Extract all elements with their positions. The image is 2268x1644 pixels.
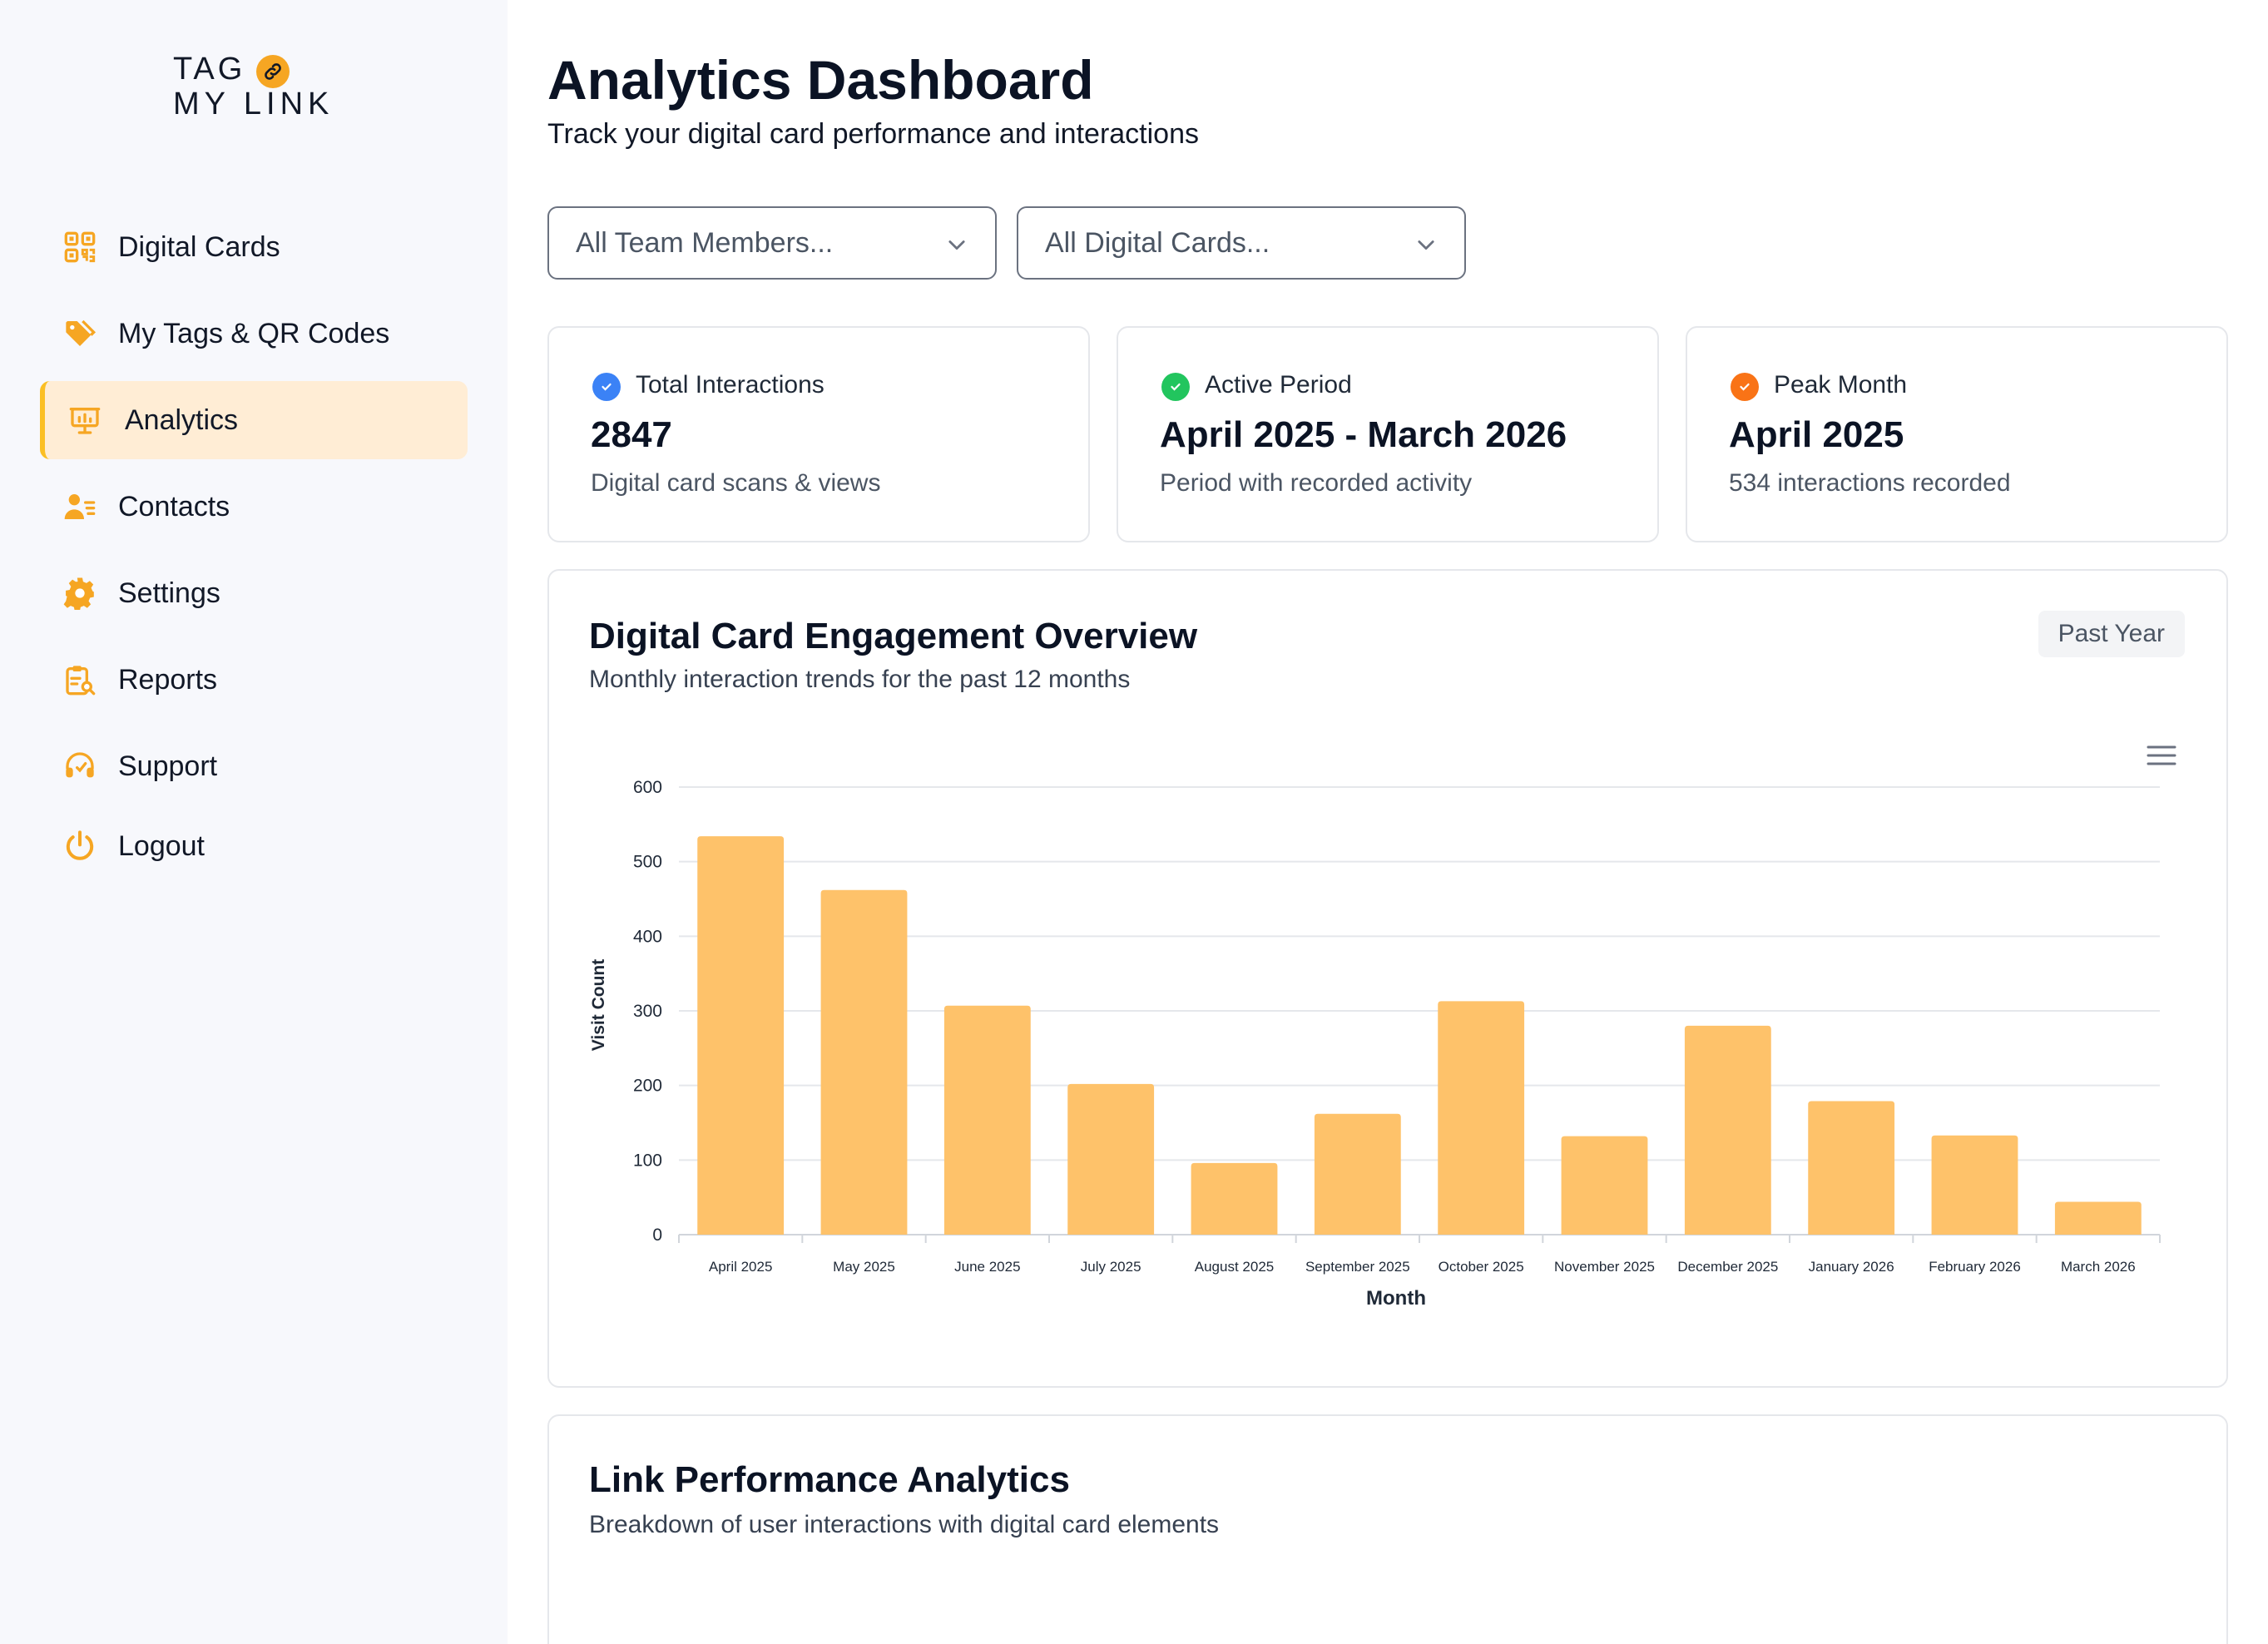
tag-icon <box>66 319 97 346</box>
chart-bar[interactable] <box>697 836 785 1235</box>
x-tick-label: October 2025 <box>1439 1259 1524 1275</box>
sidebar-item-label: My Tags & QR Codes <box>118 317 390 349</box>
sidebar: TAG MY LINK Digital Cards <box>0 0 508 1644</box>
qr-grid-icon <box>64 231 96 263</box>
y-tick-label: 0 <box>652 1226 662 1245</box>
engagement-title: Digital Card Engagement Overview <box>589 616 1198 656</box>
x-tick-label: February 2026 <box>1929 1259 2021 1275</box>
stat-value: 2847 <box>591 414 672 455</box>
main-content: Analytics Dashboard Track your digital c… <box>508 0 2268 1644</box>
headset-icon <box>66 752 94 778</box>
chart-bar[interactable] <box>1931 1135 2018 1235</box>
page-title: Analytics Dashboard <box>547 49 1094 111</box>
team-members-select-value: All Team Members... <box>576 226 834 259</box>
sidebar-item-analytics[interactable]: Analytics <box>40 381 468 459</box>
x-tick-label: September 2025 <box>1305 1259 1410 1275</box>
stat-card-active-period: Active Period April 2025 - March 2026 Pe… <box>1117 326 1659 542</box>
presentation-chart-icon <box>69 408 101 434</box>
y-tick-label: 200 <box>633 1077 662 1096</box>
brand-logo[interactable]: TAG MY LINK <box>173 52 339 121</box>
link-performance-card: Link Performance Analytics Breakdown of … <box>547 1414 2228 1644</box>
engagement-subtitle: Monthly interaction trends for the past … <box>589 666 1131 693</box>
stat-label: Total Interactions <box>636 371 825 399</box>
y-tick-label: 400 <box>633 927 662 946</box>
sidebar-item-label: Digital Cards <box>118 230 280 263</box>
check-circle-icon <box>1161 373 1190 401</box>
engagement-bar-chart: 0 100 200 300 400 500 600 April 2025 May 2025 Ju… <box>589 778 2161 1310</box>
chevron-down-icon <box>948 240 965 250</box>
chart-bar[interactable] <box>1191 1162 1278 1235</box>
clipboard-icon <box>66 666 96 696</box>
chart-bar[interactable] <box>1314 1113 1401 1235</box>
page-subtitle: Track your digital card performance and … <box>547 118 1199 150</box>
team-members-select[interactable]: All Team Members... <box>547 206 997 280</box>
chart-bar[interactable] <box>1684 1025 1771 1235</box>
link-performance-title: Link Performance Analytics <box>589 1459 1070 1500</box>
chart-bar[interactable] <box>943 1005 1031 1235</box>
stat-description: Digital card scans & views <box>591 469 881 497</box>
link-performance-subtitle: Breakdown of user interactions with digi… <box>589 1511 1220 1538</box>
sidebar-item-label: Analytics <box>125 404 239 436</box>
logo-bottom-text: MY LINK <box>173 87 334 121</box>
chart-y-ticks: 0 100 200 300 400 500 600 <box>633 778 662 1245</box>
x-tick-label: November 2025 <box>1554 1259 1655 1275</box>
y-tick-label: 100 <box>633 1151 662 1170</box>
sidebar-item-label: Reports <box>118 663 218 696</box>
link-badge-icon <box>256 55 290 88</box>
chart-bar[interactable] <box>820 889 908 1235</box>
stat-value: April 2025 <box>1729 414 1904 455</box>
hamburger-menu-icon[interactable] <box>2147 744 2176 767</box>
chart-y-axis-label: Visit Count <box>589 959 608 1051</box>
sidebar-item-support[interactable]: Support <box>40 727 468 805</box>
stat-card-peak-month: Peak Month April 2025 534 interactions r… <box>1686 326 2228 542</box>
x-tick-label: January 2026 <box>1809 1259 1894 1275</box>
x-tick-label: July 2025 <box>1081 1259 1141 1275</box>
stat-label: Active Period <box>1205 371 1352 399</box>
x-tick-label: April 2025 <box>709 1259 773 1275</box>
power-icon <box>66 830 94 860</box>
sidebar-item-logout[interactable]: Logout <box>40 807 468 885</box>
stat-value: April 2025 - March 2026 <box>1160 414 1567 455</box>
chart-bar[interactable] <box>1438 1001 1525 1235</box>
sidebar-item-label: Settings <box>118 577 220 609</box>
sidebar-item-label: Logout <box>118 829 205 862</box>
sidebar-item-reports[interactable]: Reports <box>40 641 468 719</box>
sidebar-item-label: Support <box>118 750 218 782</box>
chart-bar[interactable] <box>1561 1136 1648 1235</box>
y-tick-label: 600 <box>633 778 662 797</box>
chevron-down-icon <box>1418 240 1434 250</box>
engagement-overview-card: Digital Card Engagement Overview Monthly… <box>547 569 2228 1388</box>
x-tick-label: March 2026 <box>2061 1259 2136 1275</box>
sidebar-item-label: Contacts <box>118 490 230 522</box>
chart-bar[interactable] <box>1067 1083 1155 1235</box>
sidebar-item-settings[interactable]: Settings <box>40 554 468 632</box>
x-tick-label: December 2025 <box>1677 1259 1778 1275</box>
y-tick-label: 500 <box>633 853 662 872</box>
stat-label: Peak Month <box>1774 371 1908 399</box>
chart-x-axis-label: Month <box>1366 1287 1426 1310</box>
chart-bars <box>697 836 2142 1235</box>
x-tick-label: August 2025 <box>1195 1259 1274 1275</box>
user-list-icon <box>64 494 96 519</box>
stat-description: Period with recorded activity <box>1160 469 1473 497</box>
sidebar-item-digital-cards[interactable]: Digital Cards <box>40 208 468 286</box>
gear-icon <box>63 577 94 610</box>
y-tick-label: 300 <box>633 1002 662 1021</box>
x-tick-label: May 2025 <box>833 1259 895 1275</box>
x-tick-label: June 2025 <box>954 1259 1020 1275</box>
digital-cards-select[interactable]: All Digital Cards... <box>1017 206 1466 280</box>
digital-cards-select-value: All Digital Cards... <box>1045 226 1270 259</box>
check-circle-icon <box>1731 373 1759 401</box>
chart-bar[interactable] <box>2054 1201 2142 1235</box>
sidebar-item-my-tags[interactable]: My Tags & QR Codes <box>40 295 468 373</box>
chart-bar[interactable] <box>1808 1101 1895 1235</box>
period-badge[interactable]: Past Year <box>2038 611 2185 657</box>
stat-description: 534 interactions recorded <box>1729 469 2011 497</box>
logo-top-text: TAG <box>173 52 246 87</box>
sidebar-item-contacts[interactable]: Contacts <box>40 468 468 546</box>
check-circle-icon <box>592 373 621 401</box>
stat-card-total-interactions: Total Interactions 2847 Digital card sca… <box>547 326 1090 542</box>
chart-x-ticks: April 2025 May 2025 June 2025 July 2025 Augu… <box>678 1235 2161 1275</box>
